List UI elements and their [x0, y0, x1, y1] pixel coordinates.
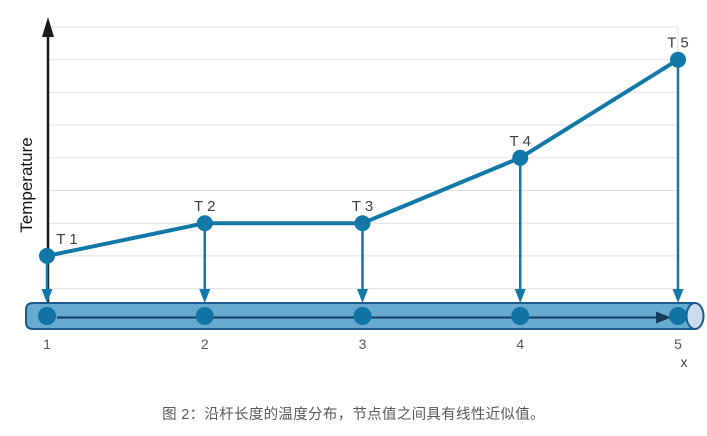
x-tick-label: 5	[674, 336, 682, 352]
node-label: T 2	[194, 198, 215, 215]
x-axis-label: x	[681, 354, 688, 370]
node-label: T 3	[352, 198, 373, 215]
node-dot	[670, 51, 686, 68]
gridlines	[48, 26, 678, 290]
node-dot	[354, 215, 371, 232]
node-dot	[512, 149, 529, 166]
node-drop-arrow-icon	[199, 289, 211, 303]
rod-node-dot	[195, 307, 214, 325]
nodes: T 1 1 T 2 2 T 3 3 T 4 4 T 5 5	[38, 35, 689, 352]
node-label: T 1	[56, 231, 77, 248]
node-drop-arrow-icon	[357, 289, 368, 303]
node-dot	[196, 215, 213, 232]
rod-x-arrow-icon	[656, 311, 671, 324]
node-drop-arrow-icon	[672, 289, 684, 303]
node-drop-arrow-icon	[514, 289, 526, 303]
rod-node-dot	[511, 307, 530, 325]
node-label: T 5	[667, 35, 688, 52]
y-axis-arrow-icon	[42, 17, 54, 37]
x-tick-label: 1	[43, 336, 51, 352]
node-label: T 4	[510, 133, 531, 150]
node-drop-arrow-icon	[41, 289, 53, 303]
rod-end-cap	[685, 302, 705, 330]
x-tick-label: 4	[516, 336, 524, 352]
rod-node-dot	[669, 307, 687, 325]
y-axis-label: Temperature	[17, 137, 36, 232]
x-tick-label: 2	[201, 336, 209, 352]
figure-caption: 图 2：沿杆长度的温度分布，节点值之间具有线性近似值。	[162, 407, 545, 423]
node-dot	[39, 247, 55, 264]
x-tick-label: 3	[359, 336, 367, 352]
rod-node-dot	[38, 307, 56, 325]
rod-node-dot	[353, 307, 372, 325]
